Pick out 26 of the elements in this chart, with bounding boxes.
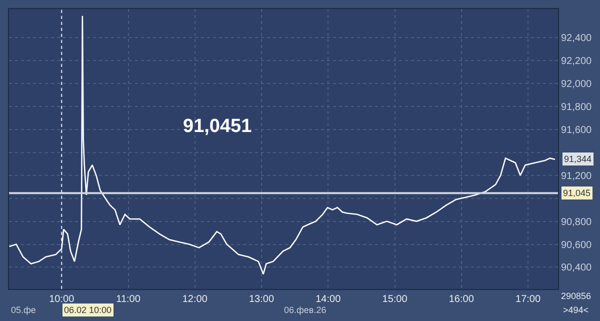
y-tick-label: 91,800 (561, 102, 592, 114)
y-tick-label: 90,400 (561, 262, 592, 274)
ref-line-label: 06.02 10:00 (64, 305, 112, 315)
text: 06.фев.26 (284, 305, 326, 315)
text: 290856 (561, 291, 592, 301)
y-tick-label: 92,200 (561, 56, 592, 68)
annotation: 91,344 (564, 154, 592, 164)
annotation: 91,0451 (183, 116, 252, 137)
x-tick-label: 11:00 (116, 294, 141, 305)
y-tick-label: 90,800 (561, 216, 592, 228)
text: >494< (563, 305, 589, 315)
line-series (9, 15, 556, 275)
x-tick-label: 17:00 (516, 294, 541, 305)
y-tick-label: 92,000 (561, 79, 592, 90)
ref-line-label: 91,045 (563, 188, 591, 198)
y-tick-label: 91,200 (561, 170, 592, 182)
x-tick-label: 14:00 (316, 294, 342, 305)
x-tick-label: 13:00 (248, 294, 274, 305)
text: 05.фе (11, 305, 36, 315)
x-tick-label: 10:00 (49, 294, 75, 305)
y-tick-label: 91,600 (561, 124, 592, 136)
x-tick-label: 16:00 (448, 294, 474, 305)
y-tick-label: 92,400 (561, 33, 592, 44)
x-tick-label: 15:00 (382, 294, 408, 305)
y-tick-label: 90,600 (561, 240, 592, 251)
x-tick-label: 12:00 (182, 294, 208, 305)
